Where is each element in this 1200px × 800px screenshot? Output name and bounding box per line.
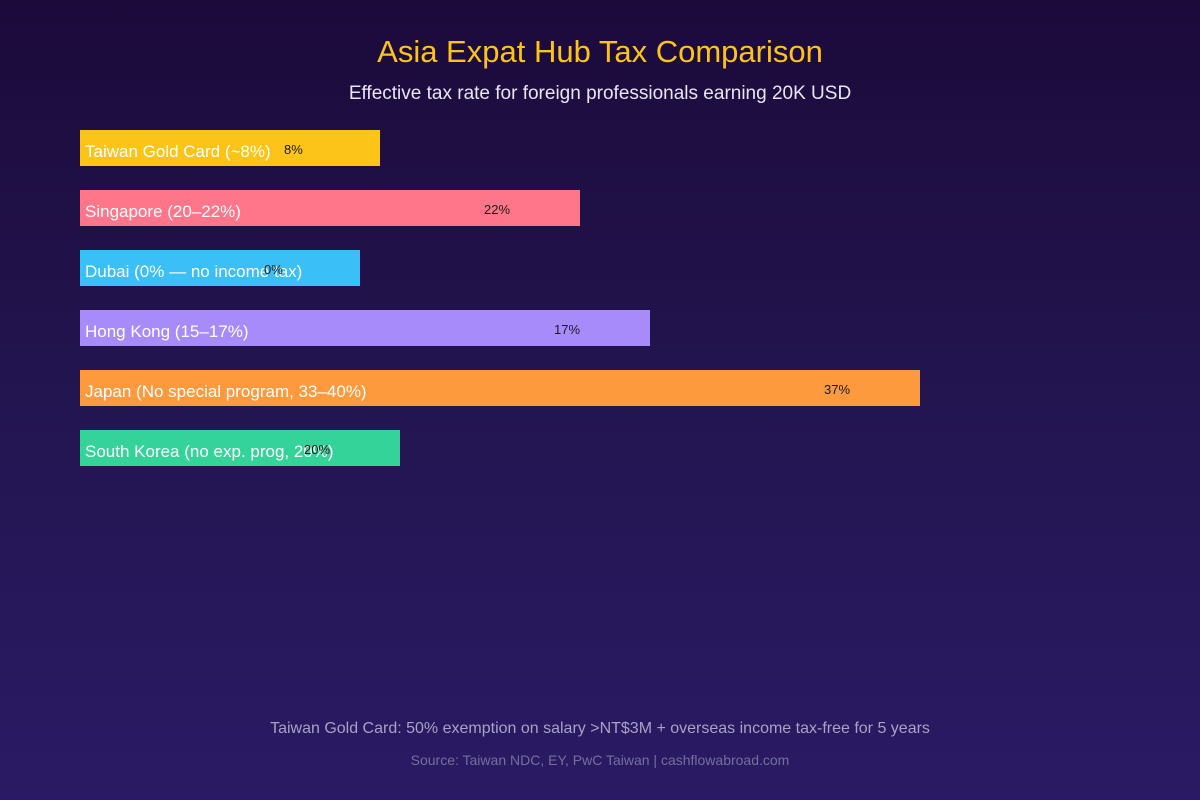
value-label-1: 22% (484, 202, 510, 217)
bar-4 (80, 370, 920, 406)
category-label-0: Taiwan Gold Card (~8%) (85, 142, 271, 161)
chart-source: Source: Taiwan NDC, EY, PwC Taiwan | cas… (410, 752, 790, 768)
bar-1 (80, 190, 580, 226)
category-label-5: South Korea (no exp. prog, 20%) (85, 442, 334, 461)
chart-footnote: Taiwan Gold Card: 50% exemption on salar… (270, 720, 930, 737)
bar-5 (80, 430, 400, 466)
chart-subtitle: Effective tax rate for foreign professio… (348, 83, 852, 104)
bar-3 (80, 310, 650, 346)
category-label-4: Japan (No special program, 33–40%) (85, 382, 367, 401)
value-label-4: 37% (824, 382, 850, 397)
value-label-3: 17% (554, 322, 580, 337)
value-label-0: 8% (284, 142, 303, 157)
bar-0 (80, 130, 380, 166)
category-label-2: Dubai (0% — no income tax) (85, 262, 302, 281)
chart-title: Asia Expat Hub Tax Comparison (377, 34, 823, 69)
category-label-1: Singapore (20–22%) (85, 202, 241, 221)
category-label-3: Hong Kong (15–17%) (85, 322, 249, 341)
value-label-5: 20% (304, 442, 330, 457)
bar-2 (80, 250, 360, 286)
value-label-2: 0% (264, 262, 283, 277)
